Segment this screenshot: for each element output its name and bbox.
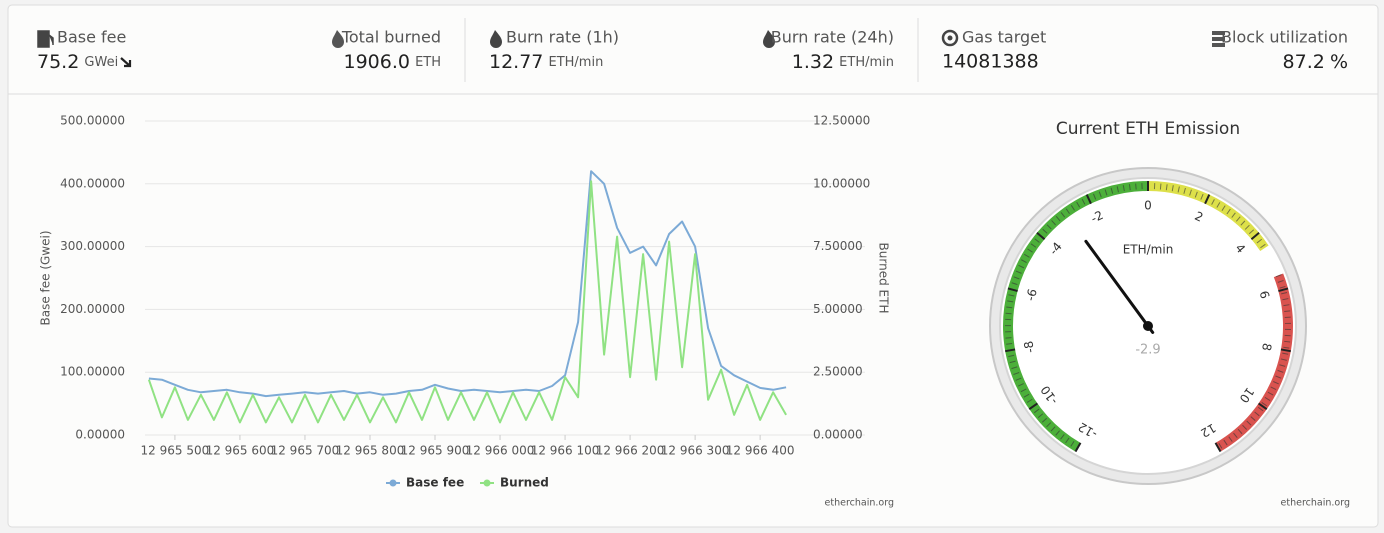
value: 1.32 [792, 51, 834, 73]
y2-tick-label: 5.00000 [813, 302, 863, 316]
gauge-tick-label: -8 [1021, 340, 1037, 354]
gauge-tick-label: 12 [1198, 420, 1218, 440]
gauge-tick [1074, 442, 1082, 453]
x-tick-label: 12 965 600 [206, 444, 275, 458]
drop-icon [332, 30, 344, 48]
legend-label: Burned [500, 476, 549, 490]
stat-value: 14081388 [942, 51, 1039, 73]
stat-label: Burn rate (1h) [506, 28, 619, 47]
gauge-tick [1278, 287, 1289, 293]
x-tick-label: 12 966 000 [466, 444, 535, 458]
x-tick-label: 12 966 200 [596, 444, 665, 458]
gauge-tick-label: 8 [1259, 342, 1274, 352]
credit: etherchain.org [825, 498, 894, 509]
y2-tick-label: 0.00000 [813, 428, 863, 442]
gauge-tick-label: 6 [1257, 289, 1273, 300]
gauge-tick [1085, 194, 1092, 205]
credit: etherchain.org [1281, 498, 1350, 509]
gauge-tick [1036, 232, 1046, 240]
unit: GWei [84, 55, 118, 70]
y-tick-label: 500.00000 [60, 114, 125, 128]
y2-tick-label: 12.50000 [813, 114, 870, 128]
stat-value: 75.2 GWei [37, 51, 118, 73]
gauge-tick [1280, 348, 1291, 353]
y-tick-label: 0.00000 [75, 428, 125, 442]
stat-label: Total burned [341, 28, 441, 47]
unit: ETH [415, 55, 441, 70]
y2-tick-label: 10.00000 [813, 176, 870, 190]
database-icon [1212, 31, 1225, 47]
stat-value: 87.2 % [1283, 51, 1348, 73]
stat-value: 12.77 ETH/min [489, 51, 603, 73]
gauge-tick [1204, 194, 1211, 205]
unit: ETH/min [549, 55, 604, 70]
unit: % [1330, 51, 1348, 73]
target-icon [941, 29, 959, 47]
x-tick-label: 12 965 900 [401, 444, 470, 458]
gauge-tick-label: -2 [1089, 208, 1106, 226]
x-tick-label: 12 966 400 [726, 444, 795, 458]
x-tick-label: 12 966 300 [661, 444, 730, 458]
gauge-needle [1084, 239, 1155, 334]
unit: ETH/min [839, 55, 894, 70]
y2-tick-label: 2.50000 [813, 365, 863, 379]
legend-marker [389, 479, 397, 487]
x-tick-label: 12 966 100 [531, 444, 600, 458]
legend-marker [483, 479, 491, 487]
fuel-icon [37, 30, 54, 48]
x-tick-label: 12 965 700 [271, 444, 340, 458]
y-tick-label: 100.00000 [60, 365, 125, 379]
stat-label: Block utilization [1221, 28, 1348, 47]
value: 87.2 [1283, 51, 1325, 73]
gauge-value: -2.9 [1135, 343, 1160, 358]
gauge-hub [1143, 321, 1153, 331]
y-axis-title: Base fee (Gwei) [39, 230, 53, 325]
gauge-tick [1005, 348, 1016, 353]
trend-down-icon [120, 57, 132, 68]
x-tick-label: 12 965 500 [141, 444, 210, 458]
stat-label: Gas target [962, 28, 1046, 47]
y-tick-label: 300.00000 [60, 239, 125, 253]
series-line [148, 170, 787, 398]
legend-label: Base fee [406, 476, 464, 490]
gauge-tick-label: 0 [1144, 199, 1152, 213]
gauge-tick [1258, 402, 1268, 410]
gauge-tick [1214, 442, 1222, 453]
gauge-tick [1250, 232, 1260, 240]
y-tick-label: 200.00000 [60, 302, 125, 316]
gauge-unit: ETH/min [1123, 243, 1174, 257]
x-tick-label: 12 965 800 [336, 444, 405, 458]
stat-label: Burn rate (24h) [771, 28, 894, 47]
y2-tick-label: 7.50000 [813, 239, 863, 253]
value: 1906.0 [343, 51, 409, 73]
gauge-band [1147, 181, 1269, 252]
series-line [147, 180, 787, 424]
target-icon [947, 35, 953, 41]
fire-icon [763, 30, 775, 48]
fire-icon [490, 30, 502, 48]
stat-label: Base fee [57, 28, 126, 47]
stat-value: 1.32 ETH/min [792, 51, 894, 73]
gauge-title: Current ETH Emission [1056, 119, 1240, 139]
gauge-tick [1028, 402, 1038, 410]
value: 12.77 [489, 51, 543, 73]
gauge-tick-label: -6 [1023, 287, 1040, 302]
y-tick-label: 400.00000 [60, 176, 125, 190]
gauge-tick [1007, 287, 1018, 293]
value: 75.2 [37, 51, 79, 73]
gauge-minor-ticks [1216, 274, 1291, 450]
stat-value: 1906.0 ETH [343, 51, 441, 73]
y2-axis-title: Burned ETH [877, 243, 891, 314]
